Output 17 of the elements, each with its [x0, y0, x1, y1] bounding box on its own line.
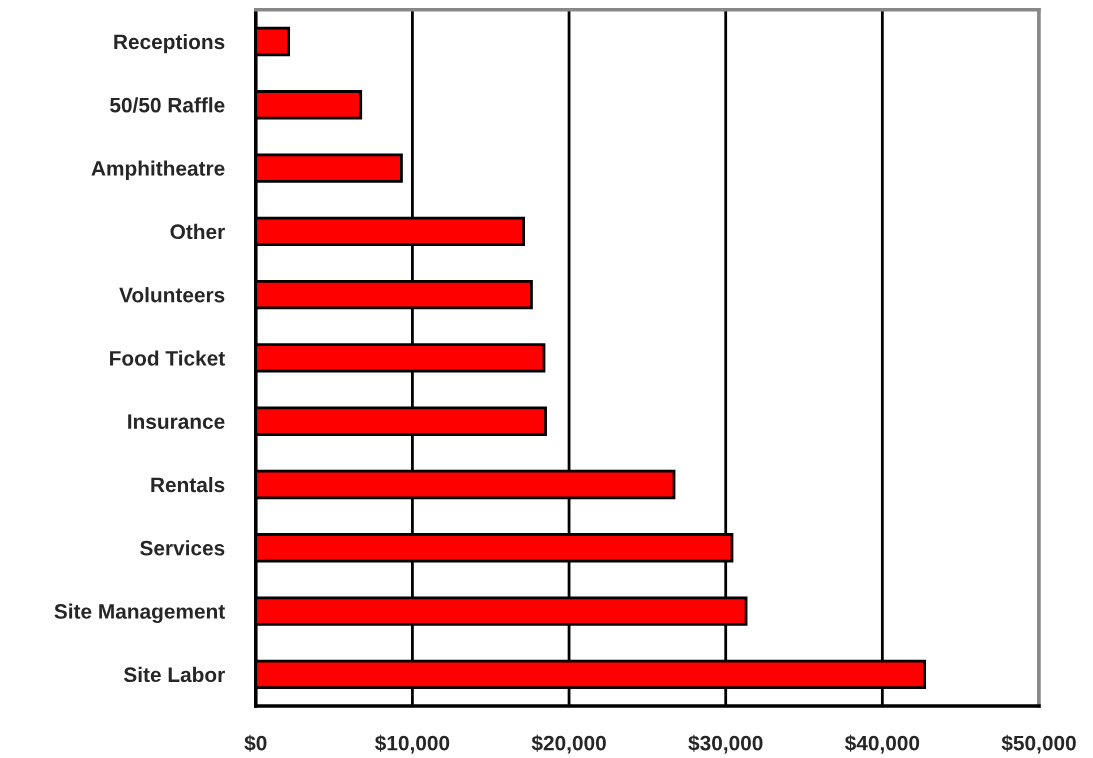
y-tick-label: Volunteers: [119, 287, 225, 303]
x-tick-label: $50,000: [1001, 734, 1076, 754]
x-tick-label: $0: [244, 734, 267, 752]
y-tick-label: Services: [140, 540, 225, 556]
y-tick-label: Amphitheatre: [91, 160, 225, 180]
y-tick-label: Food Ticket: [110, 350, 225, 366]
y-tick-label: Insurance: [128, 414, 225, 429]
x-tick-label: $10,000: [375, 734, 450, 754]
x-tick-label: $30,000: [688, 734, 763, 754]
y-tick-label: Site Management: [54, 603, 225, 624]
y-tick-label: Site Labor: [123, 666, 225, 683]
y-tick-label: Receptions: [114, 33, 225, 54]
y-tick-label: Other: [170, 223, 225, 240]
y-tick-label: 50/50 Raffle: [110, 97, 225, 113]
x-tick-label: $20,000: [531, 734, 606, 754]
x-tick-label: $40,000: [844, 734, 920, 754]
y-tick-label: Rentals: [151, 476, 225, 493]
